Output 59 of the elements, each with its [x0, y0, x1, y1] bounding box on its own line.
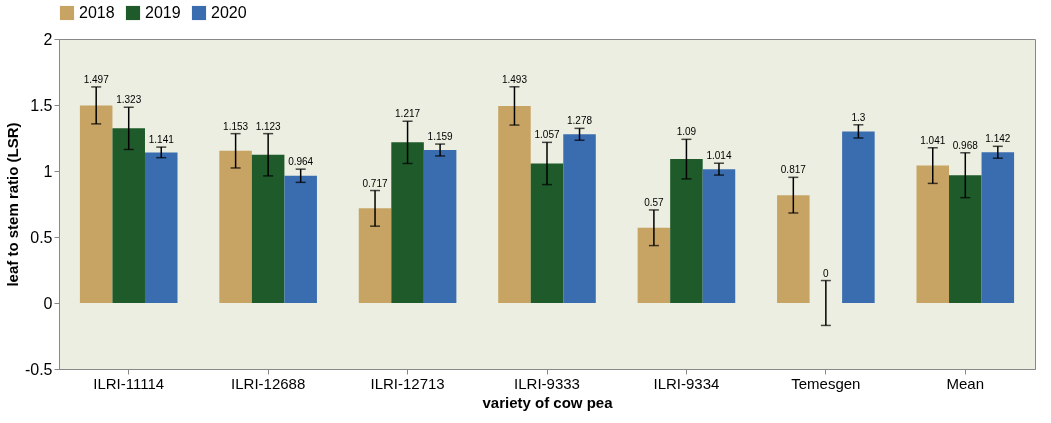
y-axis-title: leaf to stem ratio (LSR)	[3, 122, 21, 287]
bar	[391, 142, 424, 303]
bar	[637, 227, 671, 303]
bar	[423, 150, 457, 303]
data-label: 1.123	[255, 120, 282, 132]
x-axis-title: variety of cow pea	[482, 393, 614, 411]
x-tick-label: Mean	[946, 374, 985, 392]
bar	[563, 134, 596, 303]
legend-label: 2019	[145, 4, 181, 21]
data-label: 1.493	[501, 73, 528, 85]
data-label: 1.057	[534, 129, 560, 141]
bar	[112, 128, 145, 303]
bar	[219, 150, 252, 303]
data-label: 1.497	[83, 73, 110, 85]
y-tick-label: 0	[43, 294, 53, 312]
x-tick-label: ILRI-9334	[653, 374, 720, 392]
data-label: 1.3	[851, 111, 866, 123]
data-label: 1.153	[223, 120, 249, 132]
bar	[498, 105, 531, 303]
y-tick-label: -0.5	[24, 360, 53, 378]
bar	[284, 175, 317, 303]
y-tick-label: 2	[43, 30, 53, 48]
data-label: 1.014	[706, 150, 732, 162]
data-label: 0.817	[780, 164, 807, 176]
data-label: 0.57	[644, 196, 665, 208]
bar	[251, 154, 285, 303]
data-label: 0	[823, 267, 830, 279]
bar	[702, 169, 736, 303]
data-label: 0.968	[952, 139, 979, 151]
y-tick-label: 0.5	[30, 228, 53, 246]
bar	[144, 152, 178, 303]
legend-label: 2020	[211, 4, 247, 21]
data-label: 1.09	[676, 126, 697, 138]
y-tick-label: 1.5	[30, 96, 53, 114]
data-label: 1.041	[920, 134, 946, 146]
x-tick-label: ILRI-9333	[514, 374, 580, 392]
bar	[981, 152, 1015, 303]
bar	[530, 163, 564, 303]
bar	[358, 208, 392, 303]
y-tick-label: 1	[43, 162, 53, 180]
x-tick-label: Temesgen	[791, 374, 861, 392]
data-label: 1.159	[427, 131, 454, 143]
x-tick-label: ILRI-11114	[93, 374, 165, 392]
bar	[777, 195, 810, 303]
x-tick-label: ILRI-12688	[231, 374, 306, 392]
data-label: 0.964	[288, 156, 314, 168]
bar	[79, 105, 113, 303]
bar	[916, 165, 950, 303]
data-label: 1.278	[567, 115, 593, 127]
bar	[949, 175, 982, 303]
data-label: 1.323	[116, 94, 142, 106]
data-label: 1.142	[985, 133, 1011, 145]
bar	[670, 159, 703, 303]
data-label: 0.717	[362, 177, 388, 189]
data-label: 1.217	[395, 108, 421, 120]
legend-label: 2018	[79, 4, 115, 21]
bar	[842, 131, 875, 303]
x-tick-label: ILRI-12713	[370, 374, 445, 392]
data-label: 1.141	[148, 134, 175, 146]
